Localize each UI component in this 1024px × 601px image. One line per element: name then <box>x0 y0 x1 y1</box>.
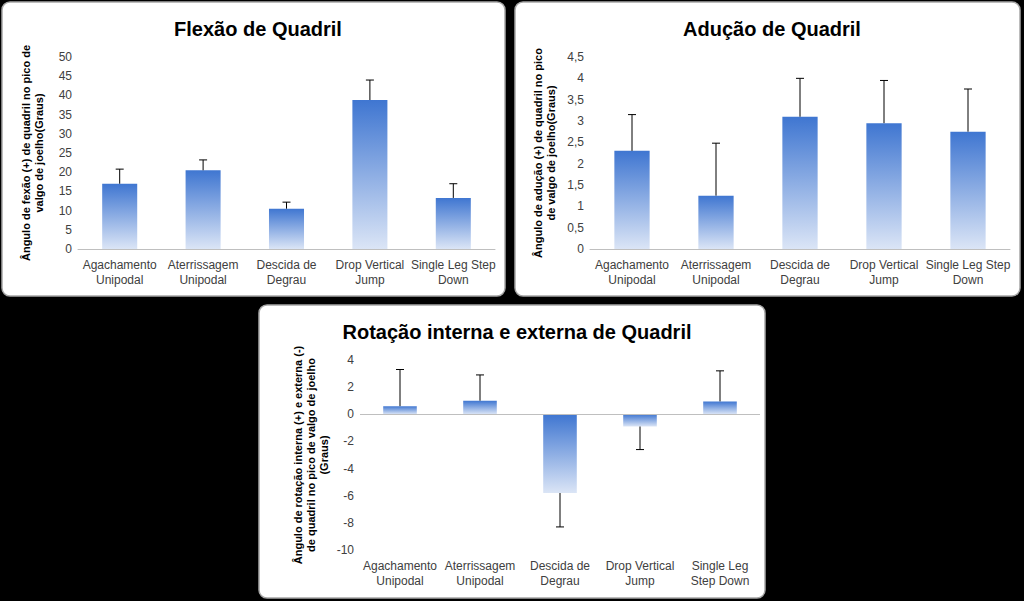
svg-text:15: 15 <box>59 184 73 198</box>
svg-text:0,5: 0,5 <box>567 221 584 235</box>
svg-text:45: 45 <box>59 69 73 83</box>
svg-text:2: 2 <box>577 157 584 171</box>
svg-text:Single Leg Step: Single Leg Step <box>411 258 496 272</box>
svg-text:10: 10 <box>59 204 73 218</box>
svg-text:1,5: 1,5 <box>567 178 584 192</box>
svg-text:25: 25 <box>59 146 73 160</box>
svg-text:40: 40 <box>59 88 73 102</box>
svg-text:Descida de: Descida de <box>770 258 830 272</box>
svg-text:0: 0 <box>577 242 584 256</box>
svg-text:5: 5 <box>65 223 72 237</box>
svg-text:0: 0 <box>347 407 354 421</box>
svg-text:Unipodal: Unipodal <box>96 273 143 287</box>
svg-text:Ângulo de adução (+) de quadri: Ângulo de adução (+) de quadril no pico <box>532 48 544 258</box>
svg-text:valgo de joelho(Graus): valgo de joelho(Graus) <box>33 93 45 213</box>
svg-text:2: 2 <box>347 380 354 394</box>
svg-text:Rotação interna e externa de Q: Rotação interna e externa de Quadril <box>343 321 692 343</box>
svg-text:-8: -8 <box>343 516 354 530</box>
svg-text:-2: -2 <box>343 434 354 448</box>
svg-text:Agachamento: Agachamento <box>83 258 157 272</box>
svg-text:Agachamento: Agachamento <box>363 559 437 573</box>
svg-text:Degrau: Degrau <box>540 574 579 588</box>
svg-text:Unipodal: Unipodal <box>376 574 423 588</box>
svg-text:Degrau: Degrau <box>780 273 819 287</box>
svg-text:Ângulo de fexão (+) de quadril: Ângulo de fexão (+) de quadril no pico d… <box>20 45 32 261</box>
svg-text:Agachamento: Agachamento <box>595 258 669 272</box>
svg-text:50: 50 <box>59 50 73 64</box>
svg-text:0: 0 <box>65 242 72 256</box>
svg-text:Degrau: Degrau <box>267 273 306 287</box>
svg-text:-6: -6 <box>343 489 354 503</box>
svg-text:Single Leg Step: Single Leg Step <box>926 258 1011 272</box>
svg-text:Ângulo de rotação interna (+): Ângulo de rotação interna (+) e externa … <box>292 345 304 564</box>
svg-text:Drop Vertical: Drop Vertical <box>850 258 919 272</box>
svg-text:35: 35 <box>59 108 73 122</box>
svg-text:Aterrissagem: Aterrissagem <box>445 559 516 573</box>
svg-text:1: 1 <box>577 199 584 213</box>
svg-text:Jump: Jump <box>355 273 385 287</box>
svg-text:de valgo de joelho(Graus): de valgo de joelho(Graus) <box>545 85 557 220</box>
svg-text:Adução de Quadril: Adução de Quadril <box>683 18 861 40</box>
svg-text:Flexão de Quadril: Flexão de Quadril <box>174 18 342 40</box>
svg-text:4: 4 <box>577 71 584 85</box>
svg-text:Aterrissagem: Aterrissagem <box>168 258 239 272</box>
svg-text:4,5: 4,5 <box>567 50 584 64</box>
svg-text:de quadril no pico de valgo de: de quadril no pico de valgo de joelho <box>305 358 317 552</box>
svg-text:Descida de: Descida de <box>256 258 316 272</box>
svg-text:Down: Down <box>438 273 469 287</box>
svg-text:Unipodal: Unipodal <box>608 273 655 287</box>
svg-text:Jump: Jump <box>625 574 655 588</box>
svg-text:Descida de: Descida de <box>530 559 590 573</box>
svg-text:Unipodal: Unipodal <box>456 574 503 588</box>
svg-text:20: 20 <box>59 165 73 179</box>
svg-text:Drop Vertical: Drop Vertical <box>606 559 675 573</box>
svg-text:4: 4 <box>347 353 354 367</box>
svg-text:Unipodal: Unipodal <box>692 273 739 287</box>
svg-text:Drop Vertical: Drop Vertical <box>336 258 405 272</box>
svg-text:3,5: 3,5 <box>567 93 584 107</box>
svg-text:2,5: 2,5 <box>567 135 584 149</box>
svg-text:Jump: Jump <box>869 273 899 287</box>
svg-text:Step Down: Step Down <box>691 574 750 588</box>
svg-text:30: 30 <box>59 127 73 141</box>
svg-text:3: 3 <box>577 114 584 128</box>
svg-text:Down: Down <box>953 273 984 287</box>
svg-text:Unipodal: Unipodal <box>179 273 226 287</box>
svg-text:Aterrissagem: Aterrissagem <box>681 258 752 272</box>
svg-text:-4: -4 <box>343 462 354 476</box>
svg-text:Single Leg: Single Leg <box>692 559 749 573</box>
svg-text:(Graus): (Graus) <box>318 435 330 474</box>
svg-text:-10: -10 <box>337 543 355 557</box>
